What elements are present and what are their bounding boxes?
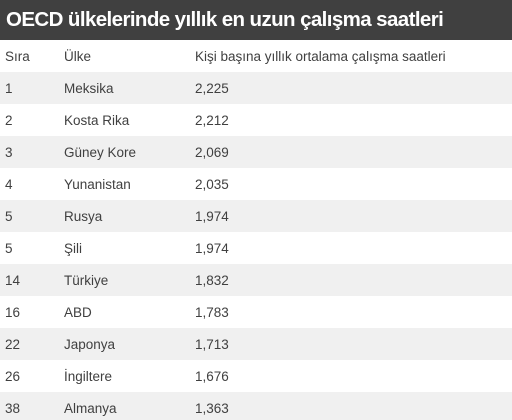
cell-hours: 1,713 <box>187 328 512 360</box>
cell-country: Japonya <box>56 328 187 360</box>
cell-country: Şili <box>56 232 187 264</box>
cell-hours: 1,783 <box>187 296 512 328</box>
cell-rank: 38 <box>0 392 56 420</box>
cell-hours: 1,974 <box>187 232 512 264</box>
table-header-row: Sıra Ülke Kişi başına yıllık ortalama ça… <box>0 40 512 72</box>
table-row: 4 Yunanistan 2,035 <box>0 168 512 200</box>
table-body: 1 Meksika 2,225 2 Kosta Rika 2,212 3 Güney Kore… <box>0 72 512 420</box>
title-bar: OECD ülkelerinde yıllık en uzun çalışma … <box>0 0 512 40</box>
column-header-rank: Sıra <box>5 48 30 64</box>
cell-rank: 5 <box>0 232 56 264</box>
table-row: 1 Meksika 2,225 <box>0 72 512 104</box>
cell-hours: 1,974 <box>187 200 512 232</box>
cell-hours: 1,363 <box>187 392 512 420</box>
cell-rank: 16 <box>0 296 56 328</box>
cell-country: Meksika <box>56 72 187 104</box>
cell-rank: 26 <box>0 360 56 392</box>
cell-hours: 2,225 <box>187 72 512 104</box>
cell-country: Kosta Rika <box>56 104 187 136</box>
data-table: Sıra Ülke Kişi başına yıllık ortalama ça… <box>0 40 512 420</box>
cell-country: Almanya <box>56 392 187 420</box>
cell-rank: 14 <box>0 264 56 296</box>
cell-hours: 2,035 <box>187 168 512 200</box>
cell-country: Yunanistan <box>56 168 187 200</box>
cell-country: Türkiye <box>56 264 187 296</box>
cell-rank: 1 <box>0 72 56 104</box>
cell-rank: 2 <box>0 104 56 136</box>
table-row: 38 Almanya 1,363 <box>0 392 512 420</box>
table-row: 3 Güney Kore 2,069 <box>0 136 512 168</box>
chart-title: OECD ülkelerinde yıllık en uzun çalışma … <box>6 8 444 31</box>
cell-hours: 1,832 <box>187 264 512 296</box>
cell-hours: 1,676 <box>187 360 512 392</box>
cell-country: ABD <box>56 296 187 328</box>
cell-hours: 2,069 <box>187 136 512 168</box>
cell-rank: 22 <box>0 328 56 360</box>
table-row: 5 Şili 1,974 <box>0 232 512 264</box>
table-row: 5 Rusya 1,974 <box>0 200 512 232</box>
cell-country: Güney Kore <box>56 136 187 168</box>
cell-rank: 3 <box>0 136 56 168</box>
table-row: 22 Japonya 1,713 <box>0 328 512 360</box>
column-header-hours: Kişi başına yıllık ortalama çalışma saat… <box>195 48 446 64</box>
column-header-country: Ülke <box>64 48 92 64</box>
table-row: 14 Türkiye 1,832 <box>0 264 512 296</box>
cell-rank: 4 <box>0 168 56 200</box>
cell-hours: 2,212 <box>187 104 512 136</box>
table-row: 16 ABD 1,783 <box>0 296 512 328</box>
cell-country: İngiltere <box>56 360 187 392</box>
cell-country: Rusya <box>56 200 187 232</box>
table-row: 26 İngiltere 1,676 <box>0 360 512 392</box>
cell-rank: 5 <box>0 200 56 232</box>
table-row: 2 Kosta Rika 2,212 <box>0 104 512 136</box>
